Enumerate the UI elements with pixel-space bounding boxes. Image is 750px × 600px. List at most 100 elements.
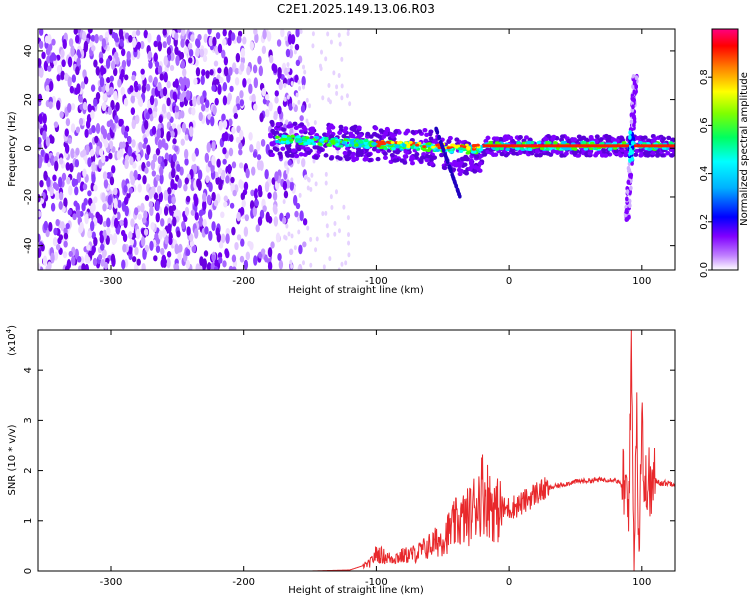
- noise-blob: [49, 80, 54, 92]
- noise-blob: [169, 64, 175, 72]
- noise-blob: [43, 170, 48, 181]
- spike-blob: [625, 196, 629, 202]
- noise-speck: [321, 211, 325, 217]
- band-core: [572, 147, 578, 151]
- noise-blob: [186, 226, 191, 236]
- noise-blob: [194, 228, 199, 239]
- band-hot: [459, 144, 464, 148]
- band-core: [364, 145, 370, 149]
- band-core: [562, 141, 568, 145]
- noise-blob: [246, 66, 251, 76]
- noise-blob: [117, 78, 122, 88]
- band-core: [317, 142, 322, 146]
- noise-blob: [177, 178, 182, 189]
- band-blob: [362, 157, 368, 162]
- noise-blob: [197, 169, 203, 181]
- noise-blob: [233, 105, 238, 116]
- noise-blob: [155, 174, 160, 182]
- noise-blob: [53, 121, 59, 128]
- noise-speck: [340, 95, 344, 101]
- band-core: [612, 146, 618, 150]
- noise-blob: [58, 191, 64, 201]
- noise-blob: [185, 195, 191, 203]
- noise-blob: [218, 182, 223, 191]
- noise-blob: [77, 52, 82, 59]
- band-blob: [393, 129, 399, 134]
- noise-blob: [130, 107, 136, 116]
- noise-blob: [62, 251, 68, 259]
- band-blob: [306, 150, 312, 156]
- band-blob: [310, 126, 316, 131]
- noise-blob: [166, 47, 172, 56]
- noise-blob: [38, 121, 41, 129]
- band-core: [494, 147, 500, 151]
- band-blob: [423, 138, 429, 144]
- noise-blob: [131, 139, 136, 148]
- noise-blob: [194, 212, 199, 221]
- noise-blob: [140, 202, 145, 213]
- noise-blob: [220, 235, 226, 243]
- noise-blob: [128, 35, 133, 43]
- noise-speck: [340, 83, 344, 89]
- band-core: [324, 136, 329, 141]
- band-core: [338, 144, 344, 148]
- band-blob: [473, 165, 479, 170]
- noise-blob: [181, 220, 186, 230]
- band-blob: [329, 134, 335, 139]
- noise-speck: [286, 94, 290, 100]
- band-blob: [280, 146, 286, 151]
- noise-blob: [110, 60, 116, 70]
- noise-blob: [90, 34, 96, 42]
- noise-blob: [156, 128, 161, 139]
- noise-blob: [153, 52, 158, 63]
- noise-blob: [42, 255, 48, 267]
- noise-blob: [87, 190, 92, 197]
- band-blob: [534, 148, 540, 154]
- band-blob: [431, 139, 437, 144]
- noise-blob: [166, 250, 172, 258]
- band-blob: [452, 159, 458, 165]
- noise-blob: [79, 221, 84, 233]
- noise-blob: [119, 38, 124, 47]
- noise-blob: [70, 123, 76, 133]
- snr-panel: -300 -200 -100 0 100 0 1 2 3 4 Height of straigh…: [5, 325, 676, 596]
- noise-blob: [138, 141, 143, 151]
- noise-blob: [70, 148, 75, 159]
- noise-blob: [102, 93, 107, 102]
- spike-blob: [628, 147, 633, 153]
- noise-blob: [202, 199, 207, 211]
- noise-blob: [238, 179, 243, 189]
- noise-speck: [292, 102, 296, 108]
- band-blob: [417, 129, 423, 134]
- band-core: [472, 150, 477, 154]
- noise-blob: [178, 76, 184, 85]
- band-blob: [272, 146, 278, 151]
- y-tick-label: 1: [23, 518, 34, 524]
- noise-blob: [205, 175, 210, 184]
- band-blob: [610, 137, 616, 142]
- band-blob: [428, 129, 434, 134]
- noise-blob: [137, 183, 142, 193]
- noise-blob: [145, 83, 151, 92]
- noise-blob: [158, 191, 164, 203]
- x-tick-label: -300: [100, 276, 123, 287]
- noise-speck: [346, 31, 350, 37]
- band-blob: [341, 133, 347, 139]
- band-core: [275, 135, 280, 139]
- noise-blob: [237, 35, 242, 44]
- noise-blob: [231, 254, 237, 263]
- noise-blob: [267, 247, 273, 258]
- noise-blob: [238, 149, 243, 156]
- noise-blob: [227, 165, 233, 172]
- noise-blob: [198, 111, 203, 122]
- noise-blob: [223, 201, 228, 208]
- noise-blob: [45, 84, 50, 92]
- noise-blob: [60, 49, 65, 58]
- spike-blob: [626, 179, 631, 185]
- noise-blob: [234, 241, 239, 251]
- band-blob: [292, 121, 298, 127]
- band-core: [363, 138, 369, 143]
- noise-speck: [347, 240, 351, 246]
- noise-blob: [124, 125, 130, 133]
- noise-speck: [340, 261, 344, 267]
